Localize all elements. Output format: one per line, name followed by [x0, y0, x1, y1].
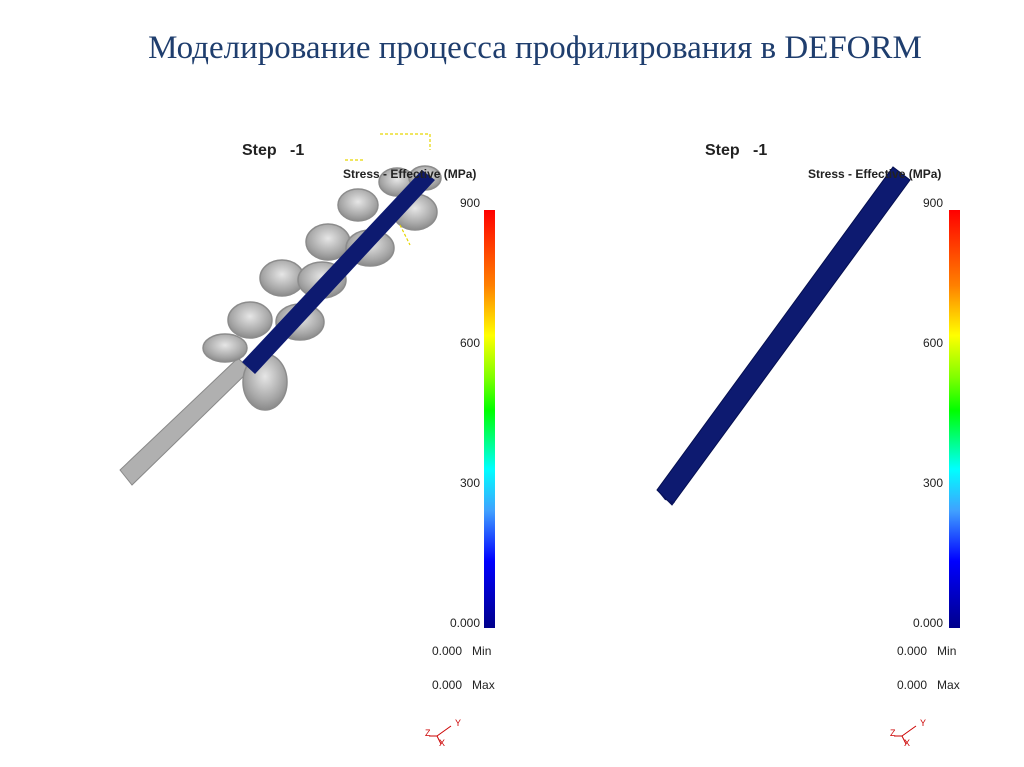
tick-600: 600 [922, 336, 943, 350]
workpiece-tail [119, 357, 251, 486]
workpiece-bar [656, 166, 911, 506]
tick-0: 0.000 [449, 616, 480, 630]
axis-indicator: Y Z X [425, 718, 465, 748]
min-label: Min [937, 644, 957, 658]
axis-lines [894, 725, 917, 745]
reference-frame [345, 133, 431, 246]
max-label: Max [472, 678, 495, 692]
model-3d-view [119, 133, 442, 486]
workpiece-deformed [242, 170, 435, 374]
stress-colorbar [949, 210, 960, 628]
model-3d-view [656, 166, 911, 506]
min-readout: 0.000 Min [432, 644, 491, 658]
tick-300: 300 [922, 476, 943, 490]
max-value: 0.000 [432, 678, 463, 692]
workpiece-bar-end [657, 490, 675, 505]
axis-x-label: X [904, 738, 911, 748]
max-readout: 0.000 Max [897, 678, 960, 692]
step-label: Step -1 [242, 142, 305, 159]
min-readout: 0.000 Min [897, 644, 956, 658]
axis-z-label: Z [890, 728, 896, 738]
axis-lines [429, 725, 452, 745]
tick-900: 900 [459, 196, 480, 210]
slide-title: Моделирование процесса профилирования в … [148, 30, 922, 66]
step-label: Step -1 [705, 142, 768, 159]
min-label: Min [472, 644, 492, 658]
simulation-view-workpiece: Step -1 Stress - Effective (MPa) 900 600… [565, 130, 985, 760]
legend-title: Stress - Effective (MPa) [808, 167, 942, 181]
axis-x-label: X [439, 738, 446, 748]
min-value: 0.000 [432, 644, 463, 658]
tick-0: 0.000 [912, 616, 943, 630]
legend-title: Stress - Effective (MPa) [343, 167, 477, 181]
max-readout: 0.000 Max [432, 678, 495, 692]
axis-y-label: Y [455, 718, 462, 728]
stress-colorbar [484, 210, 495, 628]
max-label: Max [937, 678, 960, 692]
tick-300: 300 [459, 476, 480, 490]
max-value: 0.000 [897, 678, 928, 692]
min-value: 0.000 [897, 644, 928, 658]
tick-600: 600 [459, 336, 480, 350]
axis-z-label: Z [425, 728, 431, 738]
simulation-view-with-rollers: Step -1 Stress - Effective (MPa) 900 600… [100, 130, 520, 760]
axis-y-label: Y [920, 718, 927, 728]
axis-indicator: Y Z X [890, 718, 930, 748]
tick-900: 900 [922, 196, 943, 210]
